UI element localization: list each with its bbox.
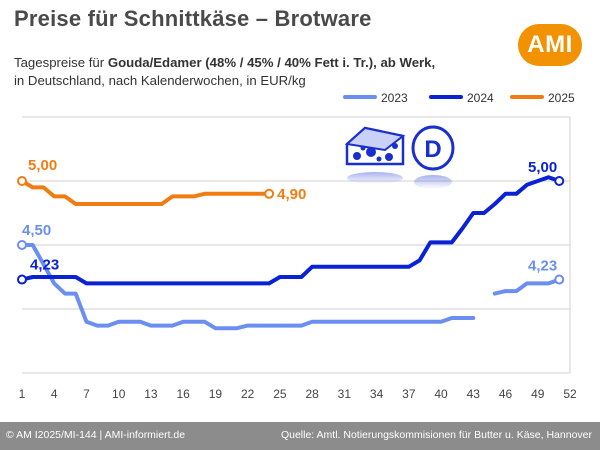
x-tick-10: 10 (112, 387, 126, 401)
x-tick-31: 31 (338, 387, 352, 401)
ami-logo: AMI (518, 24, 582, 66)
footer-bar: © AM I2025/MI-144 | AMI-informiert.de Qu… (0, 422, 600, 450)
cheese-icon (344, 126, 406, 166)
endpoint-marker-2024-51 (554, 176, 565, 186)
data-label-2023-51: 4,23 (528, 258, 557, 275)
endpoint-marker-2023-51 (554, 274, 565, 285)
chart-title: Preise für Schnittkäse – Brotware (14, 6, 372, 31)
x-tick-13: 13 (144, 387, 158, 401)
x-tick-46: 46 (499, 387, 513, 401)
x-tick-37: 37 (402, 387, 416, 401)
x-tick-1: 1 (19, 387, 26, 401)
x-tick-25: 25 (273, 387, 287, 401)
subtitle-line2: in Deutschland, nach Kalenderwochen, in … (14, 73, 306, 88)
footer-source: Quelle: Amtl. Notierungskommisionen für … (280, 429, 592, 441)
endpoint-marker-2025-1 (17, 176, 27, 186)
x-tick-40: 40 (434, 387, 448, 401)
legend-label-2025: 2025 (548, 91, 575, 105)
x-tick-28: 28 (305, 387, 319, 401)
subtitle-bold: Gouda/Edamer (48% / 45% / 40% Fett i. Tr… (107, 55, 436, 70)
x-tick-43: 43 (467, 387, 481, 401)
series-line-2023-1 (492, 277, 562, 296)
endpoint-marker-2024-1 (17, 274, 27, 285)
data-label-2025-24: 4,90 (277, 186, 306, 203)
subtitle-prefix: Tagespreise für (14, 55, 108, 70)
x-tick-7: 7 (83, 387, 90, 401)
data-label-2023-1: 4,50 (22, 222, 51, 239)
endpoint-marker-2023-1 (17, 240, 27, 250)
line-chart: 2023 2024 2025 D 4,504,234,235,005,004,90 … (17, 91, 577, 401)
x-tick-49: 49 (531, 387, 545, 401)
svg-text:D: D (424, 136, 441, 163)
series-line-2023-0 (20, 243, 476, 331)
endpoint-marker-2025-24 (264, 188, 275, 199)
d-reflection (414, 175, 452, 189)
footer-copyright: © AM I2025/MI-144 | AMI-informiert.de (6, 429, 186, 441)
x-tick-19: 19 (209, 387, 223, 401)
data-label-2024-1: 4,23 (30, 257, 59, 274)
x-tick-16: 16 (176, 387, 190, 401)
legend-label-2023: 2023 (381, 91, 408, 105)
series-line-2024-0 (20, 175, 562, 286)
cheese-reflection (347, 172, 403, 184)
x-tick-52: 52 (563, 387, 577, 401)
data-label-2024-51: 5,00 (528, 159, 557, 176)
data-label-2025-1: 5,00 (28, 157, 57, 174)
x-tick-34: 34 (370, 387, 384, 401)
chart-subtitle: Tagespreise für Gouda/Edamer (48% / 45% … (14, 54, 484, 90)
series-line-2025-0 (20, 179, 272, 206)
germany-d-icon: D (411, 125, 455, 171)
legend-label-2024: 2024 (467, 91, 494, 105)
x-tick-22: 22 (241, 387, 255, 401)
x-tick-4: 4 (51, 387, 58, 401)
